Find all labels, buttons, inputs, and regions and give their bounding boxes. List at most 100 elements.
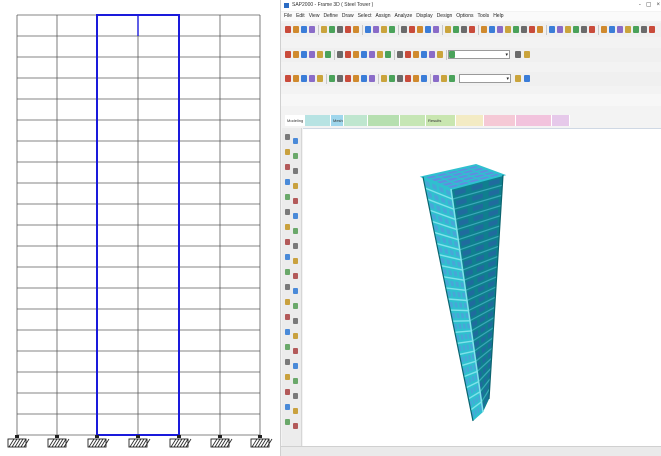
toolbar-icon-button[interactable] [381,75,387,82]
ribbon-tab[interactable] [456,115,484,126]
side-toolbar-button[interactable] [293,318,298,324]
toolbar-icon-button[interactable] [337,51,343,58]
toolbar-icon-button[interactable] [401,26,407,33]
units-combo[interactable]: ▾ [459,74,511,83]
close-button[interactable]: × [656,2,660,8]
toolbar-icon-button[interactable] [381,26,387,33]
menu-draw[interactable]: Draw [341,13,354,19]
menu-analyze[interactable]: Analyze [394,13,413,19]
toolbar-icon-button[interactable] [373,26,379,33]
model-viewport-3d[interactable] [303,128,661,447]
toolbar-icon-button[interactable] [449,51,455,58]
toolbar-icon-button[interactable] [429,51,435,58]
side-toolbar-button[interactable] [293,228,298,234]
toolbar-icon-button[interactable] [389,26,395,33]
toolbar-icon-button[interactable] [421,51,427,58]
menu-file[interactable]: File [284,13,293,19]
toolbar-icon-button[interactable] [301,26,307,33]
toolbar-icon-button[interactable] [524,75,530,82]
toolbar-icon-button[interactable] [345,26,351,33]
toolbar-icon-button[interactable] [285,51,291,58]
toolbar-icon-button[interactable] [573,26,579,33]
toolbar-icon-button[interactable] [497,26,503,33]
side-toolbar-button[interactable] [293,288,298,294]
side-toolbar-button[interactable] [293,423,298,429]
side-toolbar-button[interactable] [285,194,290,200]
toolbar-icon-button[interactable] [515,51,521,58]
command-line[interactable] [281,94,661,106]
toolbar-icon-button[interactable] [293,75,299,82]
toolbar-icon-button[interactable] [317,51,323,58]
toolbar-icon-button[interactable] [413,51,419,58]
side-toolbar-button[interactable] [293,273,298,279]
toolbar-icon-button[interactable] [529,26,535,33]
toolbar-icon-button[interactable] [417,26,423,33]
toolbar-icon-button[interactable] [589,26,595,33]
toolbar-icon-button[interactable] [421,75,427,82]
ribbon-tab[interactable]: Results [426,115,456,126]
toolbar-icon-button[interactable] [625,26,631,33]
toolbar-icon-button[interactable] [329,26,335,33]
toolbar-icon-button[interactable] [641,26,647,33]
toolbar-icon-button[interactable] [433,75,439,82]
side-toolbar-button[interactable] [285,344,290,350]
menu-view[interactable]: View [308,13,320,19]
side-toolbar-button[interactable] [285,389,290,395]
toolbar-icon-button[interactable] [489,26,495,33]
toolbar-icon-button[interactable] [521,26,527,33]
side-toolbar-button[interactable] [293,303,298,309]
ribbon-tab[interactable] [344,115,368,126]
ribbon-tab[interactable] [305,115,331,126]
toolbar-icon-button[interactable] [481,26,487,33]
toolbar-icon-button[interactable] [293,51,299,58]
toolbar-icon-button[interactable] [337,75,343,82]
toolbar-icon-button[interactable] [537,26,543,33]
side-toolbar-button[interactable] [285,284,290,290]
side-toolbar-button[interactable] [285,224,290,230]
toolbar-icon-button[interactable] [601,26,607,33]
ribbon-tab[interactable]: Modeling [285,115,305,126]
toolbar-icon-button[interactable] [369,51,375,58]
toolbar-icon-button[interactable] [329,75,335,82]
side-toolbar-button[interactable] [293,213,298,219]
toolbar-icon-button[interactable] [513,26,519,33]
maximize-button[interactable]: ▢ [645,2,652,8]
side-toolbar-button[interactable] [293,138,298,144]
toolbar-icon-button[interactable] [361,51,367,58]
side-toolbar-button[interactable] [285,179,290,185]
toolbar-icon-button[interactable] [321,26,327,33]
side-toolbar-button[interactable] [285,254,290,260]
toolbar-icon-button[interactable] [317,75,323,82]
toolbar-icon-button[interactable] [325,51,331,58]
menu-display[interactable]: Display [416,13,433,19]
toolbar-icon-button[interactable] [405,75,411,82]
side-toolbar-button[interactable] [293,333,298,339]
toolbar-icon-button[interactable] [505,26,511,33]
toolbar-icon-button[interactable] [285,75,291,82]
toolbar-icon-button[interactable] [309,51,315,58]
toolbar-icon-button[interactable] [633,26,639,33]
menu-define[interactable]: Define [323,13,338,19]
side-toolbar-button[interactable] [285,164,290,170]
toolbar-icon-button[interactable] [453,26,459,33]
toolbar-icon-button[interactable] [369,75,375,82]
toolbar-icon-button[interactable] [413,75,419,82]
toolbar-icon-button[interactable] [449,75,455,82]
side-toolbar-button[interactable] [285,419,290,425]
side-toolbar-button[interactable] [293,243,298,249]
side-toolbar-button[interactable] [285,329,290,335]
toolbar-icon-button[interactable] [301,75,307,82]
toolbar-icon-button[interactable] [433,26,439,33]
toolbar-icon-button[interactable] [385,51,391,58]
toolbar-icon-button[interactable] [617,26,623,33]
minimize-button[interactable]: - [638,2,641,8]
section-combo[interactable]: ▾ [448,50,510,59]
toolbar-icon-button[interactable] [549,26,555,33]
toolbar-icon-button[interactable] [461,26,467,33]
menu-assign[interactable]: Assign [375,13,391,19]
toolbar-icon-button[interactable] [441,75,447,82]
side-toolbar-button[interactable] [285,239,290,245]
toolbar-icon-button[interactable] [309,75,315,82]
toolbar-icon-button[interactable] [425,26,431,33]
toolbar-icon-button[interactable] [301,51,307,58]
